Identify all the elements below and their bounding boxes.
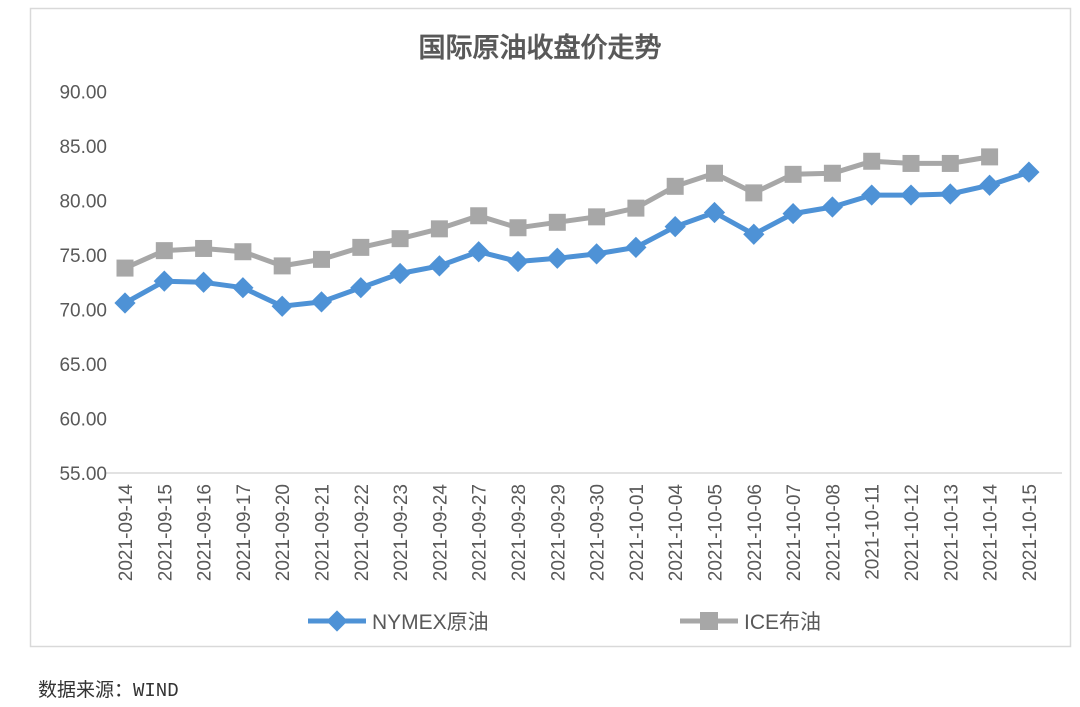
chart-title: 国际原油收盘价走势 — [419, 32, 662, 63]
x-axis-tick-label: 2021-09-30 — [588, 484, 609, 581]
nymex-data-point-marker — [743, 223, 765, 245]
x-axis-tick-label: 2021-10-06 — [745, 484, 766, 581]
legend-diamond-marker-icon — [326, 610, 348, 632]
x-axis-tick-label: 2021-09-21 — [313, 484, 334, 581]
x-axis-tick-label: 2021-09-14 — [116, 484, 137, 582]
chart-frame — [29, 7, 1072, 648]
x-axis-tick-label: 2021-10-04 — [666, 484, 687, 582]
x-axis-tick-label: 2021-10-15 — [1020, 484, 1041, 581]
ice-data-point-marker — [627, 199, 645, 217]
x-axis-tick-label: 2021-10-01 — [627, 484, 648, 581]
ice-data-point-marker — [430, 220, 448, 238]
ice-data-point-marker — [313, 250, 330, 268]
nymex-data-point-marker — [821, 196, 844, 218]
legend-label-nymex: NYMEX原油 — [372, 611, 489, 634]
nymex-data-point-marker — [625, 236, 647, 258]
nymex-data-point-marker — [703, 201, 726, 224]
ice-data-point-marker — [352, 238, 370, 256]
ice-data-point-marker — [981, 148, 999, 166]
x-axis-tick-label: 2021-10-07 — [784, 484, 805, 581]
x-axis-tick-label: 2021-10-14 — [981, 484, 1002, 582]
ice-data-point-marker — [902, 154, 920, 172]
nymex-data-point-marker — [546, 247, 568, 269]
ice-data-point-marker — [155, 242, 173, 260]
nymex-data-point-marker — [900, 184, 922, 206]
legend-square-marker-icon — [700, 612, 718, 630]
x-axis-tick-label: 2021-09-15 — [155, 484, 176, 581]
plot-area: 90.00 85.00 80.00 75.00 70.00 65.00 60.00 55.00… — [59, 83, 1062, 582]
x-axis-tick-label: 2021-10-13 — [941, 484, 962, 581]
legend-item-ice: ICE布油 — [680, 611, 821, 634]
x-axis-tick-label: 2021-09-20 — [273, 484, 294, 581]
y-axis-tick-label: 80.00 — [59, 192, 107, 213]
x-axis-tick-label: 2021-09-28 — [509, 484, 530, 581]
y-axis-tick-label: 55.00 — [59, 464, 107, 485]
ice-data-point-marker — [745, 184, 763, 202]
ice-data-point-marker — [588, 208, 606, 226]
ice-data-point-marker — [784, 165, 802, 183]
nymex-data-point-marker — [782, 202, 804, 225]
ice-data-point-marker — [195, 239, 213, 257]
x-axis-tick-label: 2021-09-23 — [391, 484, 412, 581]
nymex-data-point-marker — [978, 174, 1001, 196]
x-axis-tick-label: 2021-10-12 — [902, 484, 923, 581]
nymex-data-point-marker — [939, 183, 961, 205]
x-axis-tick-label: 2021-09-16 — [195, 484, 216, 581]
ice-data-point-marker — [391, 230, 409, 248]
x-axis-tick-label: 2021-09-22 — [352, 484, 373, 581]
legend: NYMEX原油 ICE布油 — [308, 610, 821, 634]
nymex-data-point-marker — [585, 243, 608, 265]
x-axis-tick-label: 2021-10-08 — [823, 484, 844, 581]
ice-data-point-marker — [666, 177, 684, 195]
x-axis-tick-label: 2021-09-24 — [430, 484, 451, 582]
nymex-data-point-marker — [507, 250, 529, 273]
x-axis-tick-label: 2021-10-05 — [706, 484, 727, 581]
y-axis-tick-label: 90.00 — [59, 83, 107, 104]
x-axis-tick-label: 2021-10-11 — [863, 484, 884, 580]
nymex-data-point-marker — [664, 216, 686, 238]
y-axis-tick-label: 65.00 — [59, 355, 107, 376]
ice-data-point-marker — [116, 259, 134, 277]
ice-data-point-marker — [509, 219, 527, 237]
y-axis-tick-label: 70.00 — [59, 301, 107, 322]
ice-data-point-marker — [823, 164, 841, 182]
x-axis-tick-label: 2021-09-29 — [548, 484, 569, 581]
ice-data-point-marker — [234, 243, 252, 261]
x-axis-tick-label: 2021-09-17 — [234, 484, 255, 581]
x-axis-tick-label: 2021-09-27 — [470, 484, 491, 581]
ice-data-point-marker — [548, 213, 566, 231]
y-axis-tick-label: 60.00 — [59, 410, 107, 431]
ice-data-point-marker — [863, 152, 881, 170]
ice-data-point-marker — [470, 207, 488, 225]
data-source-note: 数据来源：WIND — [38, 679, 179, 702]
ice-data-point-marker — [706, 164, 723, 182]
nymex-data-point-marker — [861, 184, 883, 206]
ice-data-point-marker — [941, 154, 959, 172]
y-axis-tick-label: 75.00 — [59, 246, 107, 267]
legend-item-nymex: NYMEX原油 — [308, 610, 489, 634]
ice-data-point-marker — [273, 257, 291, 275]
legend-label-ice: ICE布油 — [744, 611, 821, 634]
y-axis-tick-label: 85.00 — [59, 137, 107, 158]
